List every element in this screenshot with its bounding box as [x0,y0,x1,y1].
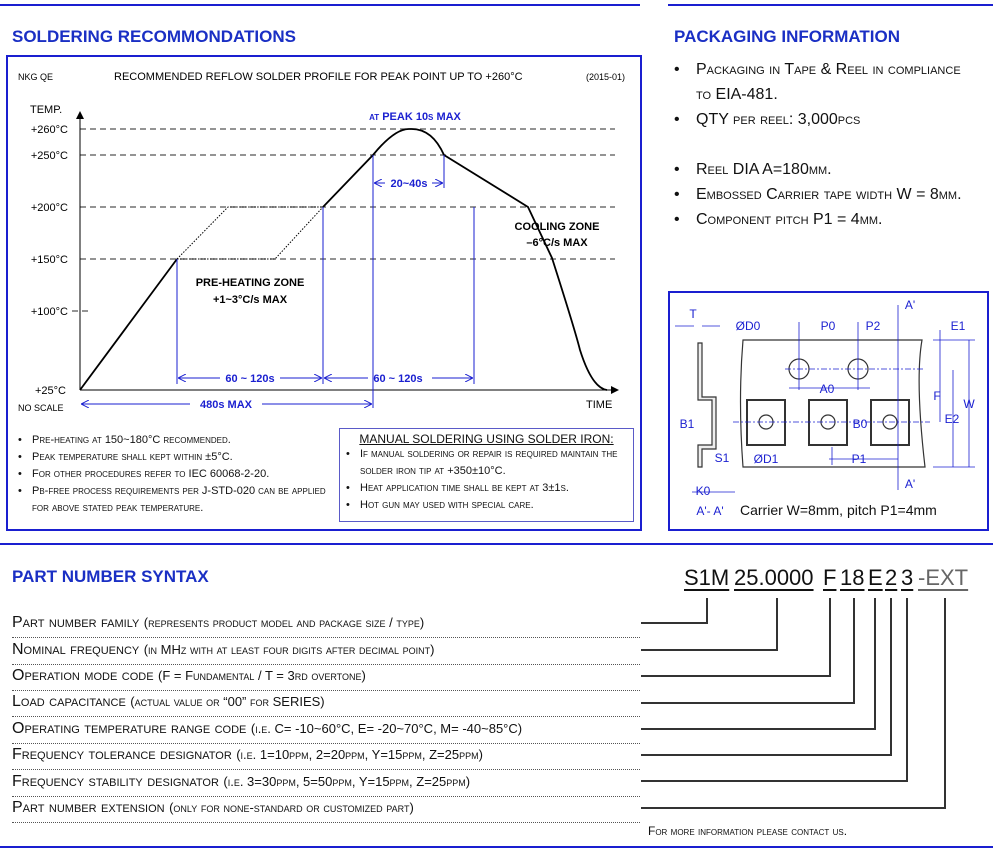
packaging-item: Component pitch P1 = 4mm. [670,207,970,232]
manual-soldering-title: MANUAL SOLDERING USING SOLDER IRON: [359,432,614,446]
dim-T: T [689,307,697,321]
cooling-rate: –6°C/s MAX [526,237,588,249]
packaging-item: Reel DIA A=180mm. [670,157,970,182]
part-number-title: PART NUMBER SYNTAX [12,567,209,586]
chart-date: (2015-01) [586,72,625,82]
packaging-item: Packaging in Tape & Reel in compliance t… [670,57,970,107]
pn-row-tolerance: Frequency tolerance designator (i.e. 1=1… [12,743,640,770]
dim-E1: E1 [951,319,966,333]
packaging-item: QTY per reel: 3,000pcs [670,107,970,132]
dim-P0: P0 [821,319,836,333]
profile-curve [79,128,608,391]
preheat-rate: +1~3°C/s MAX [213,294,288,306]
carrier-tape-diagram: T ØD0 P0 P2 A' E1 F W E2 A0 B0 B1 ØD1 P1… [675,298,975,518]
y-tick: +150°C [31,254,68,266]
section-label: A'- A' [696,504,723,518]
dim-D1: ØD1 [754,452,779,466]
pn-row-load: Load capacitance (actual value or “00” f… [12,690,640,717]
pn-row-extension: Part number extension (only for none-sta… [12,796,640,823]
top-divider-left [0,4,640,6]
dim-A-bottom: A' [905,477,915,491]
reflow-profile-chart: NKG QE RECOMMENDED REFLOW SOLDER PROFILE… [18,71,625,413]
code-extension: -EXT [918,565,969,590]
bottom-divider [0,846,993,848]
tape-diagram-box: T ØD0 P0 P2 A' E1 F W E2 A0 B0 B1 ØD1 P1… [668,291,989,531]
doc-code: NKG QE [18,72,53,82]
time-20-40: 20~40s [390,178,427,190]
dim-D0: ØD0 [736,319,761,333]
reflow-profile-box: NKG QE RECOMMENDED REFLOW SOLDER PROFILE… [6,55,642,531]
peak-label: at PEAK 10s MAX [369,111,461,123]
dim-P2: P2 [866,319,881,333]
contact-note: For more information please contact us. [648,824,848,838]
dim-A-top: A' [905,298,915,312]
time-markers [82,155,475,408]
y-tick: +100°C [31,306,68,318]
preheat-range [176,206,324,260]
dim-A0: A0 [820,382,835,396]
dim-B1: B1 [680,417,695,431]
dim-F: F [933,389,940,403]
dim-B0: B0 [853,417,868,431]
chart-title: RECOMMENDED REFLOW SOLDER PROFILE FOR PE… [114,71,523,83]
soldering-title: SOLDERING RECOMMONDATIONS [12,27,296,46]
diagram-caption: Carrier W=8mm, pitch P1=4mm [740,502,937,518]
note: For other procedures refer to IEC 60068-… [16,466,336,483]
y-tick: +200°C [31,202,68,214]
pn-row-frequency: Nominal frequency (in MHz with at least … [12,638,640,665]
code-frequency: 25.0000 [734,565,814,590]
time-480-max: 480s MAX [200,399,253,411]
dim-W: W [963,397,975,411]
packaging-list: Packaging in Tape & Reel in compliance t… [670,57,970,232]
note: Peak temperature shall kept within ±5°C. [16,449,336,466]
packaging-item: Embossed Carrier tape width W = 8mm. [670,182,970,207]
dim-K0: K0 [696,484,711,498]
manual-note: If manual soldering or repair is require… [344,446,629,480]
code-load: 18 [840,565,865,590]
pn-row-stability: Frequency stability designator (i.e. 3=3… [12,770,640,797]
tape-section [697,342,717,468]
no-scale-label: NO SCALE [18,403,64,413]
dim-S1: S1 [715,451,730,465]
pn-row-mode: Operation mode code (F = Fundamental / T… [12,664,640,691]
top-divider-right [668,4,993,6]
y-tick: +25°C [35,385,66,397]
code-mode: F [823,565,837,590]
code-family: S1M [684,565,730,590]
pn-row-temperature: Operating temperature range code (i.e. C… [12,717,640,744]
manual-note: Hot gun may used with special care. [344,497,629,514]
x-axis-label: TIME [586,399,612,411]
y-tick: +260°C [31,124,68,136]
dim-E2: E2 [945,412,960,426]
time-60-120-reflow: 60 ~ 120s [373,373,422,385]
y-tick: +250°C [31,150,68,162]
time-60-120-preheat: 60 ~ 120s [225,373,274,385]
manual-note: Heat application time shall be kept at 3… [344,480,629,497]
dim-P1: P1 [852,452,867,466]
gridlines [72,128,615,312]
section-divider [0,543,993,545]
note: Pre-heating at 150~180°C recommended. [16,432,336,449]
preheat-zone-label: PRE-HEATING ZONE [196,277,305,289]
y-axis-label: TEMP. [30,104,62,116]
note: Pb-free process requirements per J-STD-0… [16,483,336,517]
reflow-notes: Pre-heating at 150~180°C recommended. Pe… [16,432,336,517]
code-stability: 3 [901,565,914,590]
code-temp: E [868,565,883,590]
cooling-zone-label: COOLING ZONE [515,221,600,233]
manual-soldering-box: MANUAL SOLDERING USING SOLDER IRON: If m… [339,428,634,522]
pn-row-family: Part number family (represents product m… [12,611,640,638]
packaging-title: PACKAGING INFORMATION [674,27,901,46]
code-tolerance: 2 [885,565,898,590]
tape-outline [739,339,926,468]
spacer [670,132,970,157]
